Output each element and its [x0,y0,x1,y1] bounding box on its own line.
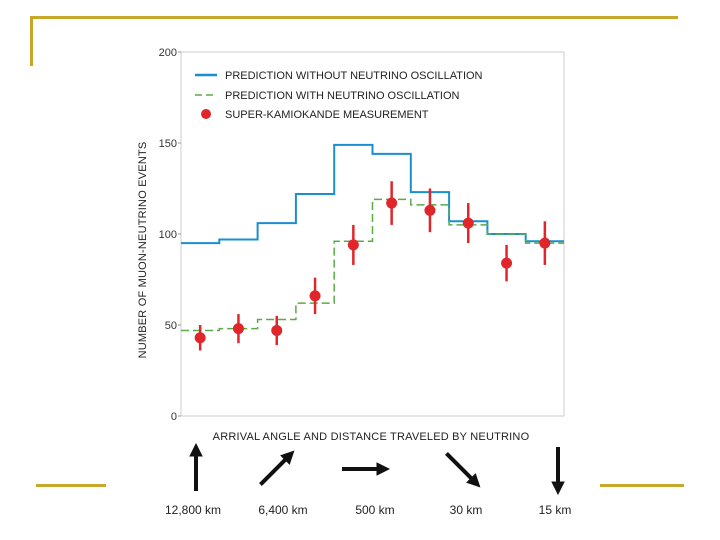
distance-label: 6,400 km [258,503,307,517]
measurement-point [194,332,206,344]
bottom-right-rule [600,484,684,487]
distance-label: 500 km [355,503,394,517]
measurement-points [194,181,551,351]
measurement-point [501,257,513,269]
up-right-arrow-icon [259,450,295,486]
x-axis-title: ARRIVAL ANGLE AND DISTANCE TRAVELED BY N… [213,431,530,443]
down-right-arrow-icon [445,452,481,488]
measurement-point [539,237,551,249]
legend: PREDICTION WITHOUT NEUTRINO OSCILLATION P… [195,70,483,121]
y-tick-label: 200 [159,47,177,59]
measurement-point [309,290,321,302]
y-tick-label: 50 [165,320,177,332]
distance-label: 15 km [539,503,572,517]
y-tick-label: 0 [171,411,177,423]
legend-swatch-measurement [201,109,211,119]
distance-label: 30 km [450,503,483,517]
y-tick-label: 150 [159,138,177,150]
series-with-oscillation-line [181,198,564,332]
measurement-point [386,197,398,209]
left-rule [30,16,33,66]
direction-arrows: 12,800 km 6,400 km 500 km 30 km 15 km [165,442,572,517]
top-rule [30,16,678,19]
y-tick-label: 100 [159,229,177,241]
y-axis-title: NUMBER OF MUON-NEUTRINO EVENTS [137,142,149,359]
legend-label: PREDICTION WITH NEUTRINO OSCILLATION [225,90,460,102]
measurement-point [462,217,474,229]
measurement-point [347,239,359,251]
measurement-point [232,323,244,335]
measurement-point [424,204,436,216]
legend-label: PREDICTION WITHOUT NEUTRINO OSCILLATION [225,70,483,82]
distance-label: 12,800 km [165,503,221,517]
measurement-point [271,324,283,336]
bottom-left-rule [36,484,106,487]
y-axis-ticks: 0 50 100 150 200 [159,47,181,423]
legend-label: SUPER-KAMIOKANDE MEASUREMENT [225,109,429,121]
